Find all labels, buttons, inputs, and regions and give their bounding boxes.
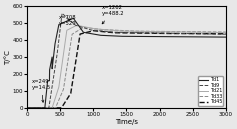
Legend: Td1, Td9, Td21, Td33, Td45: Td1, Td9, Td21, Td33, Td45 (198, 76, 223, 106)
X-axis label: Time/s: Time/s (115, 119, 138, 125)
Text: x=708
y=529: x=708 y=529 (59, 15, 76, 26)
Y-axis label: T/°C: T/°C (4, 50, 11, 65)
Text: x=1262
y=488.2: x=1262 y=488.2 (102, 5, 124, 24)
Text: x=249
y=14.5: x=249 y=14.5 (32, 79, 51, 102)
